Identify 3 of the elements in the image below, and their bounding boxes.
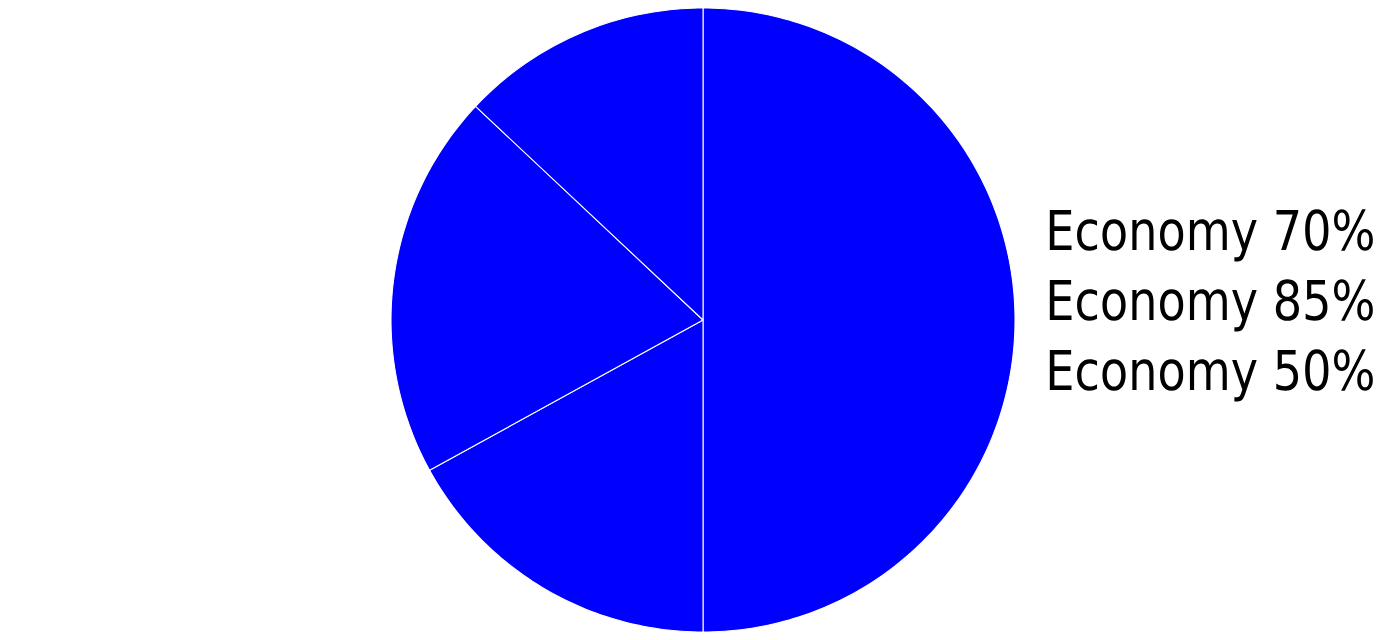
text: Economy 85%	[1049, 279, 1373, 332]
text: Economy 50%	[1049, 349, 1373, 402]
text: Economy 70%	[1049, 209, 1373, 262]
